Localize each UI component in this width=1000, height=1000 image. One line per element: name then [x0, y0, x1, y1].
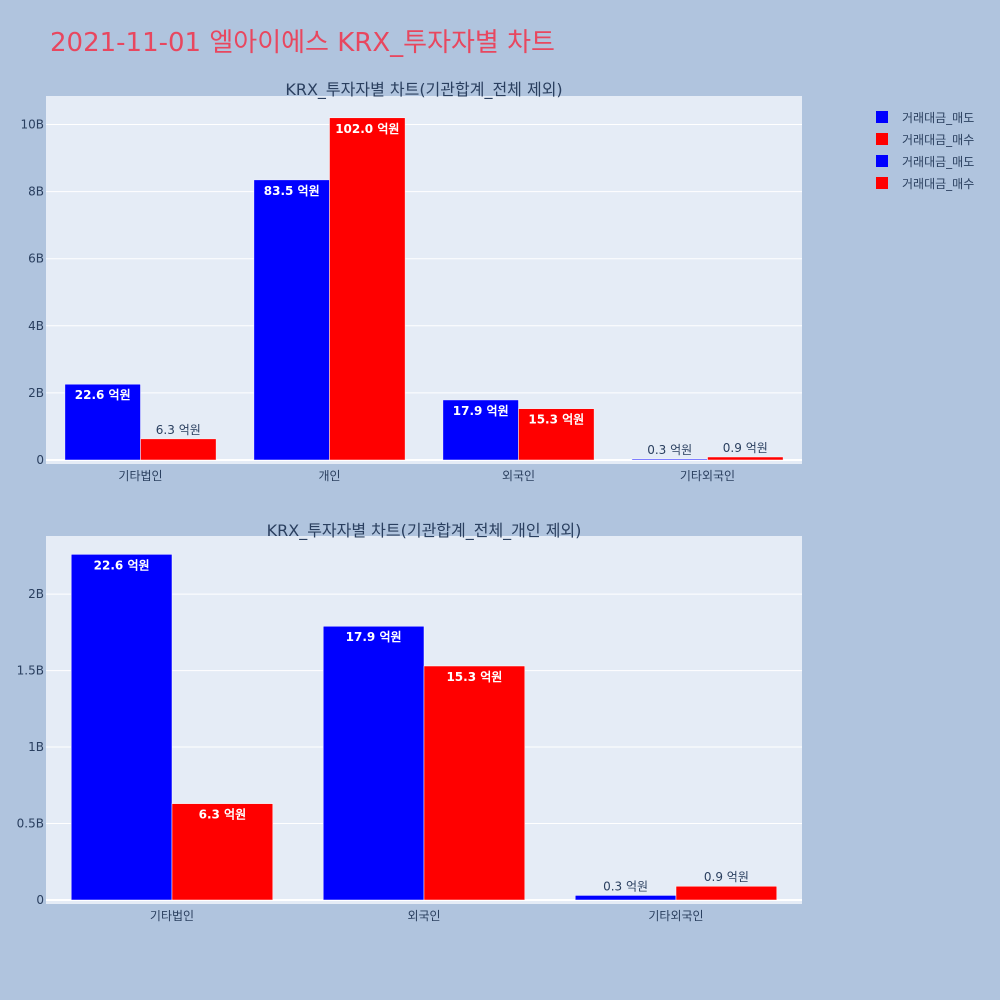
x-tick-label: 외국인	[502, 469, 535, 483]
x-tick-label: 개인	[318, 469, 340, 483]
bar	[675, 885, 778, 901]
y-tick-label: 4B	[28, 319, 44, 333]
legend-swatch	[876, 111, 888, 123]
page-title: 2021-11-01 엘아이에스 KRX_투자자별 차트	[50, 28, 555, 58]
plot-area	[46, 96, 802, 464]
data-label: 15.3 억원	[446, 670, 502, 684]
legend-label: 거래대금_매수	[902, 132, 975, 147]
bar	[574, 895, 677, 901]
y-tick-label: 6B	[28, 252, 44, 266]
data-label: 17.9 억원	[453, 404, 509, 418]
legend-swatch	[876, 177, 888, 189]
bar	[442, 399, 519, 461]
y-tick-label: 2B	[28, 587, 44, 601]
bar	[171, 803, 274, 901]
bar	[253, 179, 330, 461]
legend-swatch	[876, 133, 888, 145]
data-label: 22.6 억원	[94, 558, 150, 572]
bar	[140, 438, 217, 461]
bar	[423, 665, 526, 901]
legend-swatch	[876, 155, 888, 167]
chart-title: KRX_투자자별 차트(기관합계_전체_개인 제외)	[267, 521, 582, 541]
bar	[631, 458, 708, 461]
y-tick-label: 8B	[28, 185, 44, 199]
legend-item[interactable]: 거래대금_매수	[876, 128, 974, 150]
legend-label: 거래대금_매도	[902, 154, 975, 169]
legend-label: 거래대금_매수	[902, 176, 975, 191]
data-label: 6.3 억원	[199, 808, 247, 822]
bar	[322, 625, 425, 901]
bar	[64, 383, 141, 461]
bar	[70, 554, 173, 901]
y-tick-label: 1B	[28, 740, 44, 754]
data-label: 0.3 억원	[647, 443, 692, 457]
x-tick-label: 기타외국인	[680, 469, 735, 483]
x-tick-label: 기타법인	[118, 469, 162, 483]
data-label: 15.3 억원	[528, 413, 584, 427]
y-tick-label: 0	[36, 453, 44, 467]
x-tick-label: 기타외국인	[648, 909, 703, 923]
data-label: 0.9 억원	[704, 870, 749, 884]
data-label: 17.9 억원	[346, 630, 402, 644]
data-label: 102.0 억원	[335, 122, 399, 136]
legend: 거래대금_매도 거래대금_매수 거래대금_매도 거래대금_매수	[876, 106, 974, 194]
y-tick-label: 0.5B	[17, 817, 44, 831]
bar	[707, 456, 784, 461]
data-label: 0.9 억원	[723, 441, 768, 455]
data-label: 22.6 억원	[75, 388, 131, 402]
chart-title: KRX_투자자별 차트(기관합계_전체 제외)	[285, 80, 562, 100]
legend-item[interactable]: 거래대금_매수	[876, 172, 974, 194]
data-label: 83.5 억원	[264, 184, 320, 198]
y-tick-label: 1.5B	[17, 664, 44, 678]
y-tick-label: 10B	[20, 118, 44, 132]
data-label: 6.3 억원	[156, 423, 201, 437]
y-tick-label: 0	[36, 893, 44, 907]
x-tick-label: 기타법인	[150, 909, 194, 923]
legend-label: 거래대금_매도	[902, 110, 975, 125]
bar	[518, 408, 595, 461]
x-tick-label: 외국인	[407, 909, 440, 923]
y-tick-label: 2B	[28, 386, 44, 400]
legend-item[interactable]: 거래대금_매도	[876, 150, 974, 172]
legend-item[interactable]: 거래대금_매도	[876, 106, 974, 128]
data-label: 0.3 억원	[603, 879, 648, 893]
bar	[329, 117, 406, 461]
